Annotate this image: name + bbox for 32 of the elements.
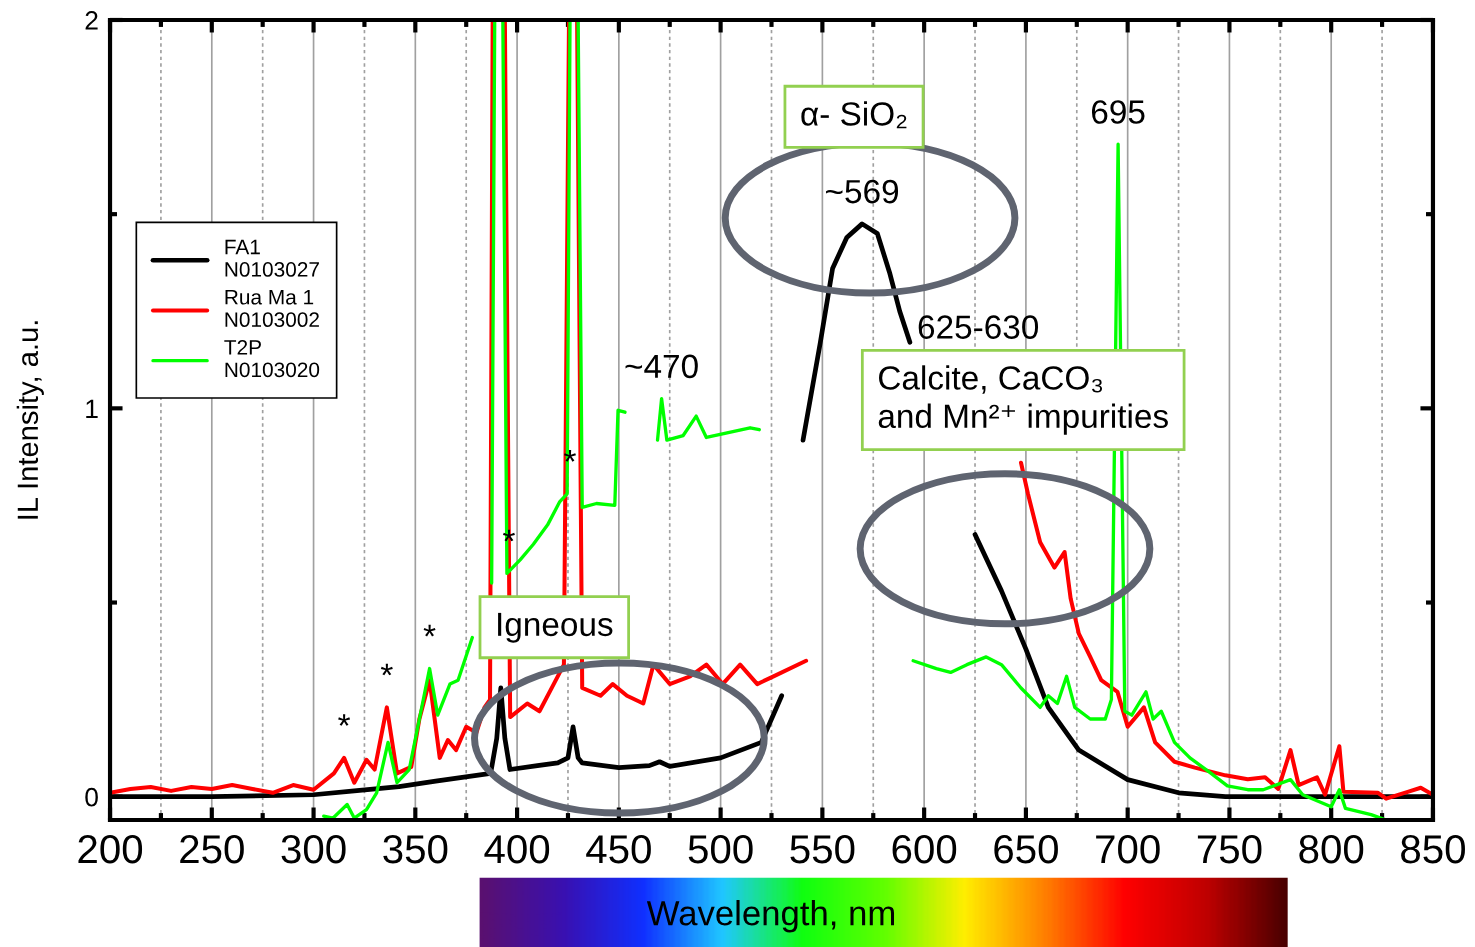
x-tick-label: 600 xyxy=(892,834,957,864)
x-tick-label: 550 xyxy=(790,834,855,864)
annotation: Calcite, CaCO₃ and Mn²⁺ impurities xyxy=(878,365,1168,435)
annotation: ~470 xyxy=(625,354,698,379)
annotation: 695 xyxy=(1091,100,1145,124)
legend-label: T2P N0103020 xyxy=(224,340,320,378)
x-tick-label: 850 xyxy=(1401,834,1465,864)
annotation: Igneous xyxy=(498,612,613,643)
y-tick-label: 2 xyxy=(85,11,98,30)
annotation: ~569 xyxy=(826,179,899,204)
y-axis-title: IL Intensity, a.u. xyxy=(16,321,44,519)
annotation: * xyxy=(503,529,515,542)
x-tick-label: 450 xyxy=(586,834,651,864)
annotation: * xyxy=(423,624,436,637)
y-tick-label: 0 xyxy=(85,787,98,807)
y-tick-label: 1 xyxy=(86,399,98,418)
legend-label: Rua Ma 1 N0103002 xyxy=(225,290,319,328)
x-tick-label: 400 xyxy=(484,834,550,864)
x-tick-label: 700 xyxy=(1096,834,1160,864)
x-tick-label: 500 xyxy=(688,834,753,864)
legend-label: FA1 N0103027 xyxy=(225,239,319,277)
x-tick-label: 650 xyxy=(994,834,1058,864)
annotation: 625-630 xyxy=(918,315,1039,339)
x-tick-label: 200 xyxy=(78,834,143,864)
x-tick-label: 250 xyxy=(180,834,244,864)
x-tick-label: 350 xyxy=(383,834,448,864)
annotation: * xyxy=(338,714,351,726)
x-tick-label: 800 xyxy=(1299,834,1364,864)
annotation: * xyxy=(380,663,393,676)
annotation: α- SiO₂ xyxy=(801,101,907,129)
x-tick-label: 750 xyxy=(1197,834,1262,864)
x-tick-label: 300 xyxy=(281,834,346,864)
